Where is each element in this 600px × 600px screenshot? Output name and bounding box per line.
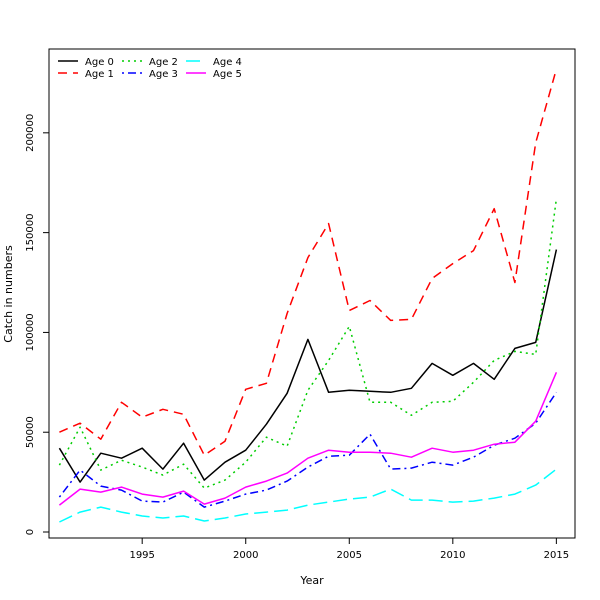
x-tick-label: 2010 [440, 550, 465, 561]
x-tick-label: 2005 [337, 550, 362, 561]
series-layer [58, 68, 558, 523]
y-tick-label: 200000 [25, 114, 36, 152]
series-line-age-5 [58, 372, 558, 506]
legend-label: Age 2 [149, 57, 178, 68]
y-axis-title: Catch in numbers [2, 245, 15, 343]
series-line-age-0 [58, 249, 558, 483]
y-tick-label: 50000 [25, 416, 36, 448]
y-axis: 0 50000 100000 150000 200000 [25, 114, 49, 535]
x-tick-label: 2015 [544, 550, 569, 561]
legend-label: Age 5 [213, 69, 242, 80]
series-line-age-1 [59, 68, 558, 456]
legend-label: Age 3 [149, 69, 178, 80]
x-tick-label: 2000 [233, 550, 258, 561]
x-tick-label: 1995 [129, 550, 154, 561]
series-line-age-4 [59, 468, 557, 523]
legend-label: Age 1 [85, 69, 114, 80]
x-axis-title: Year [299, 574, 324, 587]
plot-frame [48, 48, 576, 539]
legend-label: Age 4 [213, 57, 242, 68]
legend-label: Age 0 [85, 57, 114, 68]
y-tick-label: 150000 [25, 214, 36, 252]
x-axis: 1995 2000 2005 2010 2015 [129, 538, 569, 561]
y-tick-label: 0 [25, 529, 36, 535]
y-tick-label: 100000 [25, 313, 36, 351]
